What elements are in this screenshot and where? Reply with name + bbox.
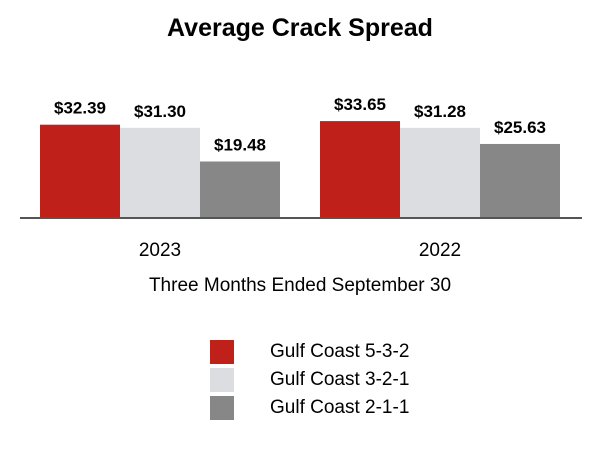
bar-2023-gulf-coast-3-2-1 (120, 127, 200, 217)
bar-2023-gulf-coast-2-1-1 (200, 161, 280, 217)
legend-item-gulf-coast-3-2-1: Gulf Coast 3-2-1 (210, 366, 409, 394)
legend: Gulf Coast 5-3-2 Gulf Coast 3-2-1 Gulf C… (210, 338, 409, 422)
legend-item-gulf-coast-5-3-2: Gulf Coast 5-3-2 (210, 338, 409, 366)
category-label-2023: 2023 (139, 240, 181, 261)
data-label-2023-gulf-coast-2-1-1: $19.48 (214, 135, 266, 154)
data-label-2023-gulf-coast-3-2-1: $31.30 (134, 102, 186, 121)
legend-label-gulf-coast-5-3-2: Gulf Coast 5-3-2 (270, 341, 410, 362)
legend-swatch-gulf-coast-3-2-1 (210, 368, 234, 392)
bar-2023-gulf-coast-5-3-2 (40, 124, 120, 217)
category-label-2022: 2022 (419, 240, 461, 261)
x-axis-title: Three Months Ended September 30 (148, 275, 452, 296)
data-label-2022-gulf-coast-3-2-1: $31.28 (414, 102, 466, 121)
legend-label-gulf-coast-3-2-1: Gulf Coast 3-2-1 (270, 369, 410, 390)
bar-2022-gulf-coast-2-1-1 (480, 143, 560, 217)
legend-label-gulf-coast-2-1-1: Gulf Coast 2-1-1 (270, 397, 410, 418)
data-label-2022-gulf-coast-2-1-1: $25.63 (494, 118, 546, 137)
chart-title: Average Crack Spread (167, 14, 433, 42)
legend-swatch-gulf-coast-2-1-1 (210, 396, 234, 420)
data-label-2022-gulf-coast-5-3-2: $33.65 (334, 95, 386, 114)
data-label-2023-gulf-coast-5-3-2: $32.39 (54, 99, 106, 118)
bar-2022-gulf-coast-3-2-1 (400, 127, 480, 217)
legend-item-gulf-coast-2-1-1: Gulf Coast 2-1-1 (210, 394, 409, 422)
legend-swatch-gulf-coast-5-3-2 (210, 340, 234, 364)
bar-2022-gulf-coast-5-3-2 (320, 121, 400, 217)
